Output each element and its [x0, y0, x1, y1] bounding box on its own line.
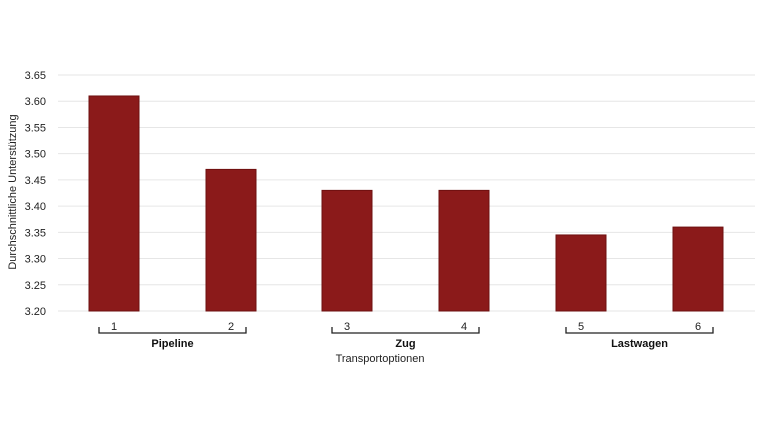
bar-4 [438, 189, 490, 312]
y-tick-label: 3.60 [25, 96, 46, 108]
x-category-labels: 1 2 3 4 5 6 [111, 321, 701, 333]
x-category-label: 4 [461, 321, 467, 333]
group-bracket [565, 327, 714, 334]
grid-lines [58, 74, 755, 312]
x-axis-title: Transportoptionen [336, 353, 425, 365]
y-tick-label: 3.20 [25, 306, 46, 318]
x-category-label: 5 [578, 321, 584, 333]
x-category-label: 1 [111, 321, 117, 333]
y-tick-labels: 3.20 3.25 3.30 3.35 3.40 3.45 3.50 3.55 3.60 3.65 [25, 70, 46, 318]
bar-6 [672, 226, 724, 312]
bar-1 [88, 95, 140, 312]
bar-5 [555, 234, 607, 312]
y-tick-label: 3.35 [25, 227, 46, 239]
group-label: Lastwagen [611, 338, 668, 350]
y-tick-label: 3.30 [25, 254, 46, 266]
x-category-label: 3 [344, 321, 350, 333]
group-label: Zug [395, 338, 415, 350]
y-axis-title: Durchschnittliche Unterstützung [7, 114, 19, 269]
group-bracket [331, 327, 480, 334]
y-tick-label: 3.25 [25, 280, 46, 292]
y-tick-label: 3.55 [25, 122, 46, 134]
y-tick-label: 3.40 [25, 201, 46, 213]
bar-3 [321, 189, 373, 312]
y-tick-label: 3.45 [25, 175, 46, 187]
group-label: Pipeline [151, 338, 193, 350]
bar-2 [205, 168, 257, 312]
bars [88, 95, 724, 312]
x-category-label: 2 [228, 321, 234, 333]
y-tick-label: 3.65 [25, 70, 46, 82]
group-brackets: Pipeline Zug Lastwagen [98, 327, 714, 350]
group-bracket [98, 327, 247, 334]
y-tick-label: 3.50 [25, 149, 46, 161]
x-category-label: 6 [695, 321, 701, 333]
